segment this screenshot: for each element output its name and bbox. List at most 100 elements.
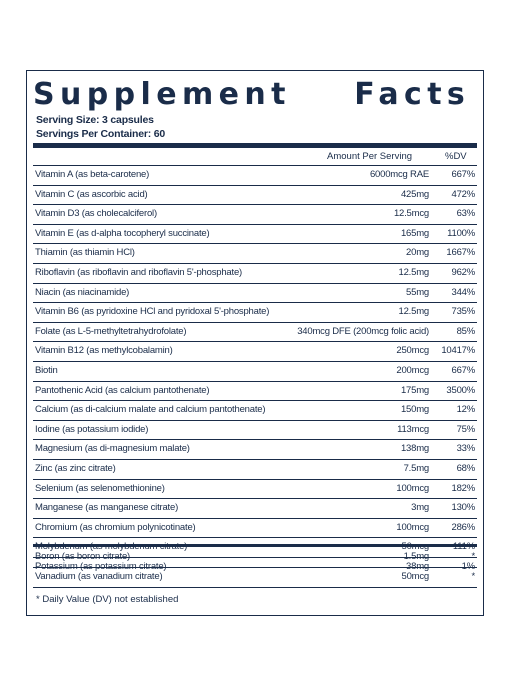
nutrient-name: Niacin (as niacinamide) [35,286,130,298]
nutrient-dv: * [471,570,476,582]
nutrient-dv: 667% [451,364,476,376]
nutrient-amount: 113mcg [397,423,429,435]
nutrient-dv: 63% [456,208,476,220]
nutrient-name: Vitamin B6 (as pyridoxine HCl and pyrido… [35,306,270,318]
nutrient-dv: 75% [456,423,476,435]
servings-per-container: Servings Per Container: 60 [36,128,166,140]
nutrient-amount: 7.5mg [403,462,430,474]
nutrient-amount: 38mg [406,560,429,572]
nutrient-amount: 100mcg [396,521,429,533]
nutrient-dv: 3500% [446,384,475,396]
nutrient-amount: 340mcg DFE (200mcg folic acid) [297,325,429,337]
nutrient-amount: 250mcg [396,345,429,357]
nutrient-amount: 200mcg [396,364,429,376]
nutrient-dv: 735% [451,306,476,318]
nutrient-name: Biotin [35,364,58,376]
dv-header: %DV [445,151,467,162]
nutrient-name: Pantothenic Acid (as calcium pantothenat… [35,384,210,396]
nutrient-name: Manganese (as manganese citrate) [35,502,179,514]
nutrient-name: Vitamin D3 (as cholecalciferol) [35,208,157,220]
footnote-divider [33,587,477,588]
table-row: Riboflavin (as riboflavin and riboflavin… [33,262,477,283]
nutrient-dv: 1667% [446,247,475,259]
nutrient-name: Vitamin B12 (as methylcobalamin) [35,345,173,357]
table-row: Boron (as boron citrate) 1.5mg * [33,548,477,567]
thick-divider [33,143,477,148]
panel-title: Supplement Facts [33,77,471,112]
table-row: Vitamin D3 (as cholecalciferol) 12.5mcg 63… [33,204,477,224]
nutrient-amount: 50mcg [401,570,429,582]
nutrient-dv: 1100% [447,227,475,239]
table-row: Biotin 200mcg 667% [33,360,477,381]
nutrient-dv: 667% [451,169,476,180]
table-row: Zinc (as zinc citrate) 7.5mg 68% [33,458,477,479]
table-row: Vitamin C (as ascorbic acid) 425mg 472% [33,184,477,205]
nutrient-dv: 472% [451,188,476,200]
nutrient-dv: 344% [451,286,476,298]
table-row: Calcium (as di-calcium malate and calciu… [33,400,477,420]
table-row: Vitamin B12 (as methylcobalamin) 250mcg 10… [33,341,477,361]
nutrient-name: Vanadium (as vanadium citrate) [35,570,163,582]
footnote: * Daily Value (DV) not established [36,594,179,605]
nutrient-amount: 12.5mcg [393,208,429,220]
nutrient-name: Riboflavin (as riboflavin and riboflavin… [35,266,242,278]
table-row: Potassium (as potassium citrate) 38mg 1% [33,556,477,577]
nutrient-dv: 1% [461,560,476,572]
nutrient-amount: 165mg [400,227,429,239]
nutrient-name: Calcium (as di-calcium malate and calciu… [35,404,266,416]
nutrient-dv: 68% [456,462,476,474]
nutrient-amount: 138mg [400,443,429,455]
table-row: Selenium (as selenomethionine) 100mcg 182% [33,478,477,499]
serving-size: Serving Size: 3 capsules [36,114,154,126]
nutrient-name: Iodine (as potassium iodide) [35,423,149,435]
nutrient-name: Vitamin E (as d-alpha tocopheryl succina… [35,227,210,239]
nutrient-name: Vitamin A (as beta-carotene) [35,169,150,180]
other-ingredients-table: Boron (as boron citrate) 1.5mg * Vanadium (… [33,548,477,586]
nutrient-dv: 182% [451,482,476,494]
nutrient-amount: 20mg [406,247,429,259]
nutrient-amount: 425mg [400,188,429,200]
nutrient-amount: 3mg [411,502,429,514]
nutrient-amount: 150mg [400,404,429,416]
amount-header: Amount Per Serving [327,151,413,162]
table-row: Manganese (as manganese citrate) 3mg 130% [33,498,477,518]
table-row: Magnesium (as di-magnesium malate) 138mg 3… [33,439,477,459]
table-row: Thiamin (as thiamin HCl) 20mg 1667% [33,243,477,263]
table-row: Vitamin A (as beta-carotene) 6000mcg RAE 6… [33,165,477,185]
nutrient-name: Potassium (as potassium citrate) [35,560,167,572]
nutrient-dv: 286% [451,521,476,533]
nutrient-dv: 962% [451,266,476,278]
nutrient-table: Vitamin A (as beta-carotene) 6000mcg RAE 6… [33,165,477,576]
table-row: Niacin (as niacinamide) 55mg 344% [33,282,477,303]
nutrient-dv: 10417% [441,345,475,357]
nutrient-dv: 130% [451,502,476,514]
nutrient-amount: 6000mcg RAE [369,169,429,180]
table-row: Iodine (as potassium iodide) 113mcg 75% [33,419,477,440]
nutrient-name: Vitamin C (as ascorbic acid) [35,188,148,200]
nutrient-name: Selenium (as selenomethionine) [35,482,165,494]
nutrient-dv: 12% [456,404,476,416]
nutrient-amount: 1.5mg [403,551,430,562]
nutrient-amount: 100mcg [396,482,429,494]
supplement-facts-panel: Supplement Facts Serving Size: 3 capsule… [26,70,484,616]
nutrient-name: Zinc (as zinc citrate) [35,462,116,474]
nutrient-name: Folate (as L-5-methyltetrahydrofolate) [35,325,187,337]
nutrient-dv: 85% [456,325,476,337]
nutrient-amount: 12.5mg [398,266,430,278]
nutrient-dv: 33% [456,443,476,455]
table-row: Chromium (as chromium polynicotinate) 100… [33,517,477,538]
nutrient-amount: 175mg [400,384,429,396]
nutrient-name: Magnesium (as di-magnesium malate) [35,443,190,455]
section-divider [33,544,477,547]
table-row: Vitamin B6 (as pyridoxine HCl and pyrido… [33,302,477,322]
nutrient-name: Chromium (as chromium polynicotinate) [35,521,196,533]
table-row: Pantothenic Acid (as calcium pantothenat… [33,380,477,401]
nutrient-name: Boron (as boron citrate) [35,551,130,562]
nutrient-dv: * [471,551,476,562]
nutrient-amount: 12.5mg [398,306,430,318]
table-row: Vanadium (as vanadium citrate) 50mcg * [33,566,477,587]
nutrient-amount: 55mg [406,286,429,298]
table-row: Folate (as L-5-methyltetrahydrofolate) 34… [33,321,477,342]
nutrient-name: Thiamin (as thiamin HCl) [35,247,135,259]
table-row: Vitamin E (as d-alpha tocopheryl succina… [33,223,477,244]
